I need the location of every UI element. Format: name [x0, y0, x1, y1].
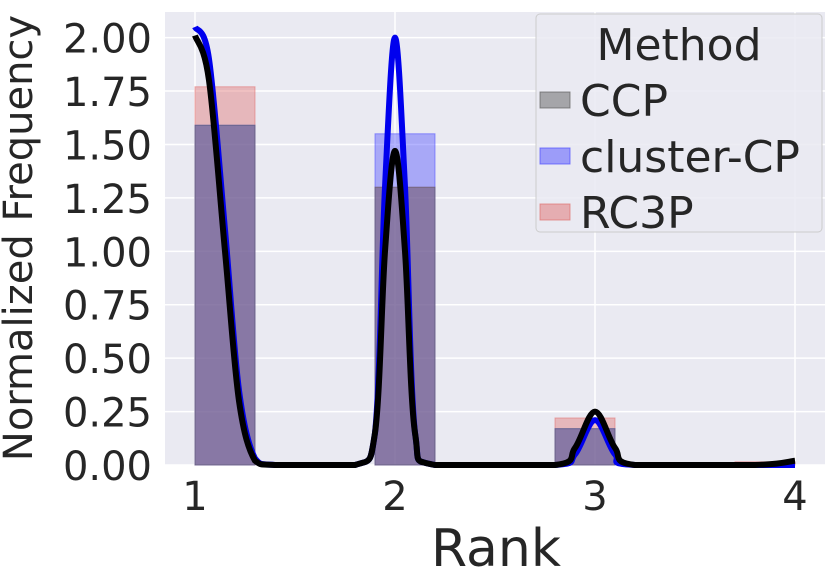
y-tick-labels: 0.00 0.25 0.50 0.75 1.00 1.25 1.50 1.75 2.00 — [63, 17, 152, 490]
x-tick-label: 2 — [382, 474, 407, 520]
y-tick-label: 0.25 — [63, 391, 152, 437]
legend-label-ccp: CCP — [580, 76, 668, 127]
x-tick-label: 1 — [182, 474, 207, 520]
legend-label-rc3p: RC3P — [580, 188, 694, 239]
kde-lines-layer — [192, 25, 796, 469]
y-tick-label: 1.00 — [63, 230, 152, 276]
bar-ccp — [194, 124, 256, 466]
y-tick-label: 0.75 — [63, 284, 152, 330]
legend-box — [535, 13, 823, 233]
legend-swatch-ccp — [539, 91, 571, 109]
legend-swatch-cluster-cp — [539, 147, 571, 165]
y-axis-label: Normalized Frequency — [0, 15, 42, 461]
x-tick-label: 3 — [582, 474, 607, 520]
y-tick-label: 0.50 — [63, 337, 152, 383]
kde-line-ccp — [192, 34, 796, 469]
x-tick-label: 4 — [782, 474, 807, 520]
x-axis-label: Rank — [431, 519, 561, 569]
legend-label-cluster-cp: cluster-CP — [580, 132, 800, 183]
y-tick-label: 1.25 — [63, 177, 152, 223]
legend-title: Method — [596, 20, 761, 71]
y-tick-label: 1.50 — [63, 123, 152, 169]
x-tick-labels: 1 2 3 4 — [182, 474, 807, 520]
bar-cluster-cp — [194, 124, 256, 466]
legend-swatch-rc3p — [539, 203, 571, 221]
y-tick-label: 2.00 — [63, 17, 152, 63]
y-tick-label: 1.75 — [63, 70, 152, 116]
y-tick-label: 0.00 — [63, 444, 152, 490]
